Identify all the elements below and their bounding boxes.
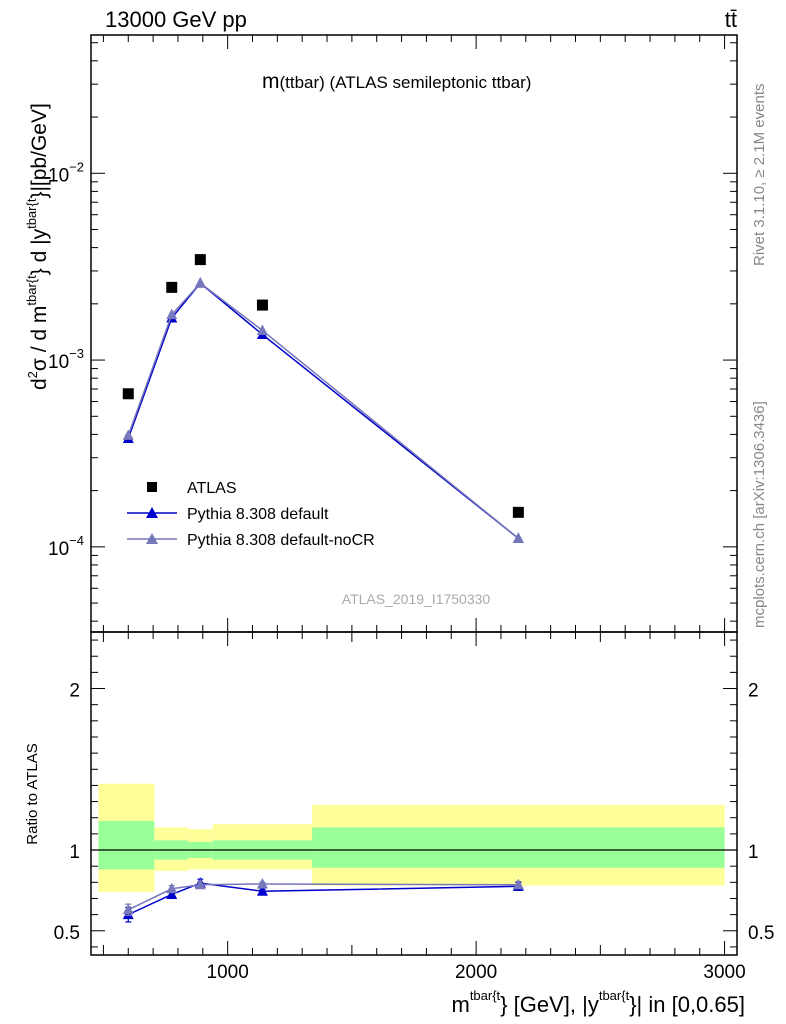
data-point-atlas <box>122 388 134 400</box>
main-title-m: m <box>262 70 280 93</box>
ylabel-sup-2: 2 <box>25 371 40 378</box>
ratio-data-point <box>166 888 178 899</box>
ratio-data-point <box>194 878 206 890</box>
ratio-data-point <box>166 882 178 894</box>
tick-label-exponent: −3 <box>69 346 84 361</box>
uncertainty-band-stat <box>98 820 155 870</box>
legend-marker-atlas <box>147 482 157 492</box>
tick-label-base: 10 <box>48 352 69 373</box>
tick-label-exponent: −2 <box>69 159 84 174</box>
data-point-atlas <box>166 281 178 293</box>
ylabel-sup-tbar-2: tbar{t <box>24 198 39 229</box>
legend-label-atlas: ATLAS <box>187 480 237 497</box>
xlabel-m: m <box>451 992 469 1017</box>
data-point-atlas <box>256 299 268 311</box>
data-point-atlas <box>194 254 206 266</box>
tick-label-base: 10 <box>48 539 69 560</box>
ylabel-mid: } d |y <box>28 228 51 275</box>
ylabel-sup-tbar-1: tbar{t <box>24 275 39 306</box>
main-y-tick-label: 10−3 <box>48 346 84 373</box>
x-tick-label: 2000 <box>455 962 497 983</box>
main-title-rest: (ttbar) (ATLAS semileptonic ttbar) <box>280 73 532 92</box>
ratio-y-tick-label: 2 <box>69 681 80 702</box>
ratio-axes: 0.5 0.5 1 1 2 2 1000 2000 3000 <box>54 632 774 983</box>
x-tick-label: 3000 <box>703 962 745 983</box>
ratio-data-point <box>512 878 524 890</box>
tick-label-base: 10 <box>48 165 69 186</box>
main-y-tick-label: 10−2 <box>48 159 84 186</box>
data-point-mc <box>166 308 178 320</box>
rivet-version-label: Rivet 3.1.10, ≥ 2.1M events <box>751 84 768 267</box>
main-y-tick-label: 10−4 <box>48 533 84 560</box>
main-marks <box>122 254 524 543</box>
series-line <box>127 282 519 539</box>
ratio-y-tick-label-right: 2 <box>748 681 759 702</box>
uncertainty-band-stat <box>312 827 725 868</box>
ratio-y-tick-label-right: 1 <box>748 842 759 863</box>
mcplots-label: mcplots.cern.ch [arXiv:1306.3436] <box>751 401 768 628</box>
data-point-mc <box>194 277 206 288</box>
ratio-y-tick-label: 1 <box>69 842 80 863</box>
analysis-watermark: ATLAS_2019_I1750330 <box>342 591 491 607</box>
header-process-label: 13000 GeV pp <box>105 7 247 32</box>
main-title: m(ttbar) (ATLAS semileptonic ttbar) <box>262 70 531 93</box>
xlabel-mid: } [GeV], |y <box>500 992 599 1017</box>
series-line <box>127 282 519 539</box>
legend-marker-default <box>146 507 158 518</box>
x-axis-label: mtbar{t} [GeV], |ytbar{t}| in [0,0.65] <box>451 988 745 1017</box>
data-point-mc <box>256 324 268 335</box>
main-panel: 10−410−310−2 m(ttbar) (ATLAS semileptoni… <box>24 34 738 633</box>
legend: ATLAS Pythia 8.308 default Pythia 8.308 … <box>127 480 375 549</box>
tick-label-exponent: −4 <box>69 533 84 548</box>
ylabel-end: }|[pb/GeV] <box>28 103 51 198</box>
ylabel-sigma: σ / d m <box>28 306 51 371</box>
ratio-y-axis-label: Ratio to ATLAS <box>24 743 41 844</box>
ylabel-d: d <box>28 378 51 390</box>
xlabel-sup-tbar-2: tbar{t <box>599 988 630 1003</box>
x-tick-label: 1000 <box>207 962 249 983</box>
main-axes: 10−410−310−2 <box>48 35 737 632</box>
ratio-data-point <box>256 877 268 889</box>
legend-label-default: Pythia 8.308 default <box>187 506 329 523</box>
ratio-data-point <box>256 885 268 896</box>
xlabel-end: }| in [0,0.65] <box>629 992 745 1017</box>
main-y-axis-label: d2σ / d mtbar{t} d |ytbar{t}|[pb/GeV] <box>24 103 51 390</box>
xlabel-sup-tbar-1: tbar{t <box>470 988 501 1003</box>
ratio-frame <box>90 631 738 956</box>
data-point-mc <box>122 429 134 440</box>
legend-label-nocr: Pythia 8.308 default-noCR <box>187 532 375 549</box>
data-point-atlas <box>512 506 524 518</box>
ratio-y-tick-label: 0.5 <box>54 923 80 944</box>
header-ttbar-label: tt̄ <box>725 7 737 32</box>
ratio-data-point <box>122 903 134 915</box>
legend-marker-nocr <box>146 533 158 544</box>
ratio-bands <box>91 783 737 893</box>
ratio-marks <box>122 877 524 923</box>
ratio-series-line <box>127 882 519 916</box>
data-point-mc <box>512 532 524 543</box>
ratio-y-tick-label-right: 0.5 <box>748 923 774 944</box>
